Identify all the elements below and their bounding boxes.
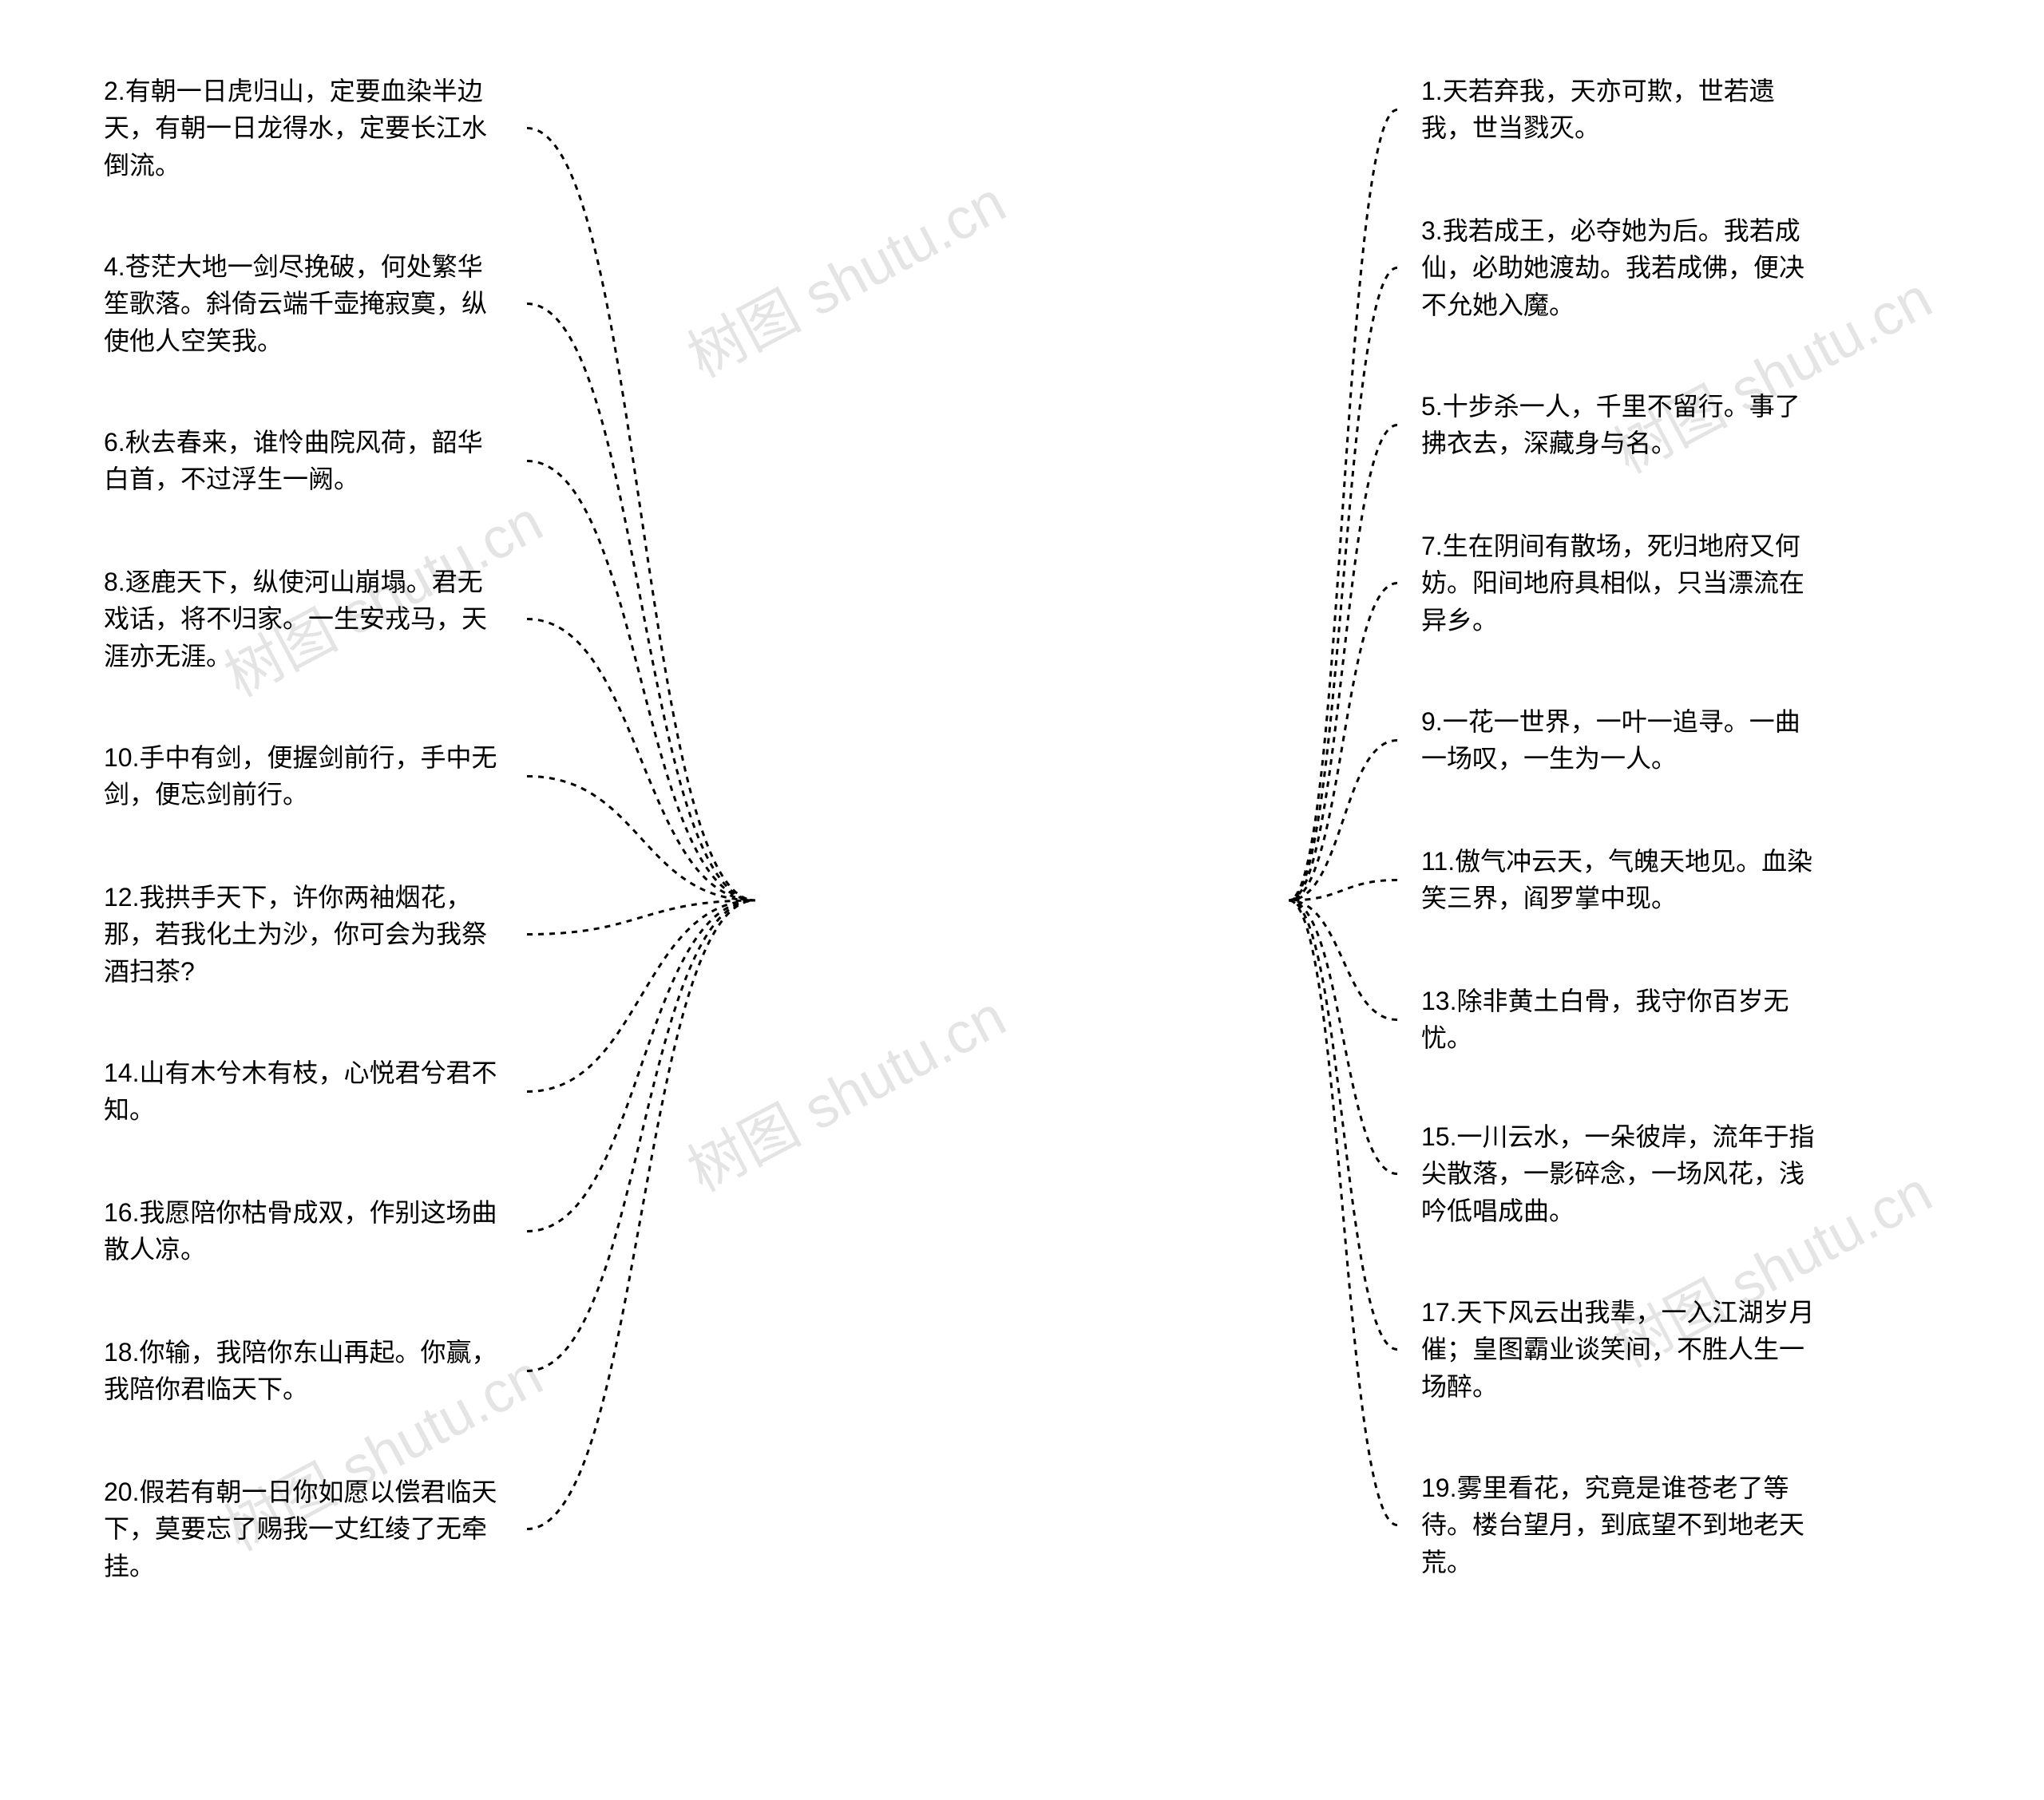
connector: [527, 900, 755, 1529]
node-text: 15.一川云水，一朵彼岸，流年于指尖散落，一影碎念，一场风花，浅吟低唱成曲。: [1421, 1118, 1820, 1229]
node-text: 10.手中有剑，便握剑前行，手中无剑，便忘剑前行。: [104, 739, 503, 813]
connector: [527, 304, 755, 901]
connector: [1289, 425, 1397, 901]
right-node: 3.我若成王，必夺她为后。我若成仙，必助她渡劫。我若成佛，便决不允她入魔。: [1397, 200, 1844, 336]
node-text: 6.秋去春来，谁怜曲院风荷，韶华白首，不过浮生一阙。: [104, 424, 503, 498]
node-text: 4.苍茫大地一剑尽挽破，何处繁华笙歌落。斜倚云端千壶掩寂寞，纵使他人空笑我。: [104, 248, 503, 359]
connector: [1289, 584, 1397, 901]
connector: [527, 900, 755, 935]
right-node: 17.天下风云出我辈，一入江湖岁月催；皇图霸业谈笑间，不胜人生一场醉。: [1397, 1281, 1844, 1418]
node-text: 8.逐鹿天下，纵使河山崩塌。君无戏话，将不归家。一生安戎马，天涯亦无涯。: [104, 564, 503, 675]
node-text: 1.天若弃我，天亦可欺，世若遗我，世当戮灭。: [1421, 73, 1820, 147]
connector: [527, 461, 755, 901]
node-text: 20.假若有朝一日你如愿以偿君临天下，莫要忘了赐我一丈红绫了无牵挂。: [104, 1474, 503, 1584]
right-node: 11.傲气冲云天，气魄天地见。血染笑三界，阎罗掌中现。: [1397, 830, 1844, 930]
connector: [527, 900, 755, 1371]
right-node: 5.十步杀一人，千里不留行。事了拂衣去，深藏身与名。: [1397, 375, 1844, 475]
left-node: 14.山有木兮木有枝，心悦君兮君不知。: [80, 1042, 527, 1141]
right-node: 15.一川云水，一朵彼岸，流年于指尖散落，一影碎念，一场风花，浅吟低唱成曲。: [1397, 1106, 1844, 1242]
connector: [527, 900, 755, 1092]
node-text: 11.傲气冲云天，气魄天地见。血染笑三界，阎罗掌中现。: [1421, 843, 1820, 917]
right-node: 19.雾里看花，究竟是谁苍老了等待。楼台望月，到底望不到地老天荒。: [1397, 1457, 1844, 1593]
node-text: 18.你输，我陪你东山再起。你赢，我陪你君临天下。: [104, 1334, 503, 1408]
node-text: 3.我若成王，必夺她为后。我若成仙，必助她渡劫。我若成佛，便决不允她入魔。: [1421, 212, 1820, 323]
connector: [1289, 741, 1397, 901]
node-text: 9.一花一世界，一叶一追寻。一曲一场叹，一生为一人。: [1421, 703, 1820, 777]
right-node: 13.除非黄土白骨，我守你百岁无忧。: [1397, 970, 1844, 1070]
connector: [527, 900, 755, 1232]
left-node: 20.假若有朝一日你如愿以偿君临天下，莫要忘了赐我一丈红绫了无牵挂。: [80, 1461, 527, 1597]
left-node: 10.手中有剑，便握剑前行，手中无剑，便忘剑前行。: [80, 726, 527, 826]
connector: [1289, 268, 1397, 901]
right-node: 7.生在阴间有散场，死归地府又何妨。阳间地府具相似，只当漂流在异乡。: [1397, 515, 1844, 651]
center-node: 古风霸气潇洒的句子(高冷孤傲的唯美句子): [751, 817, 1293, 984]
right-node: 9.一花一世界，一叶一追寻。一曲一场叹，一生为一人。: [1397, 690, 1844, 790]
connector: [1289, 110, 1397, 901]
node-text: 13.除非黄土白骨，我守你百岁无忧。: [1421, 983, 1820, 1057]
left-node: 6.秋去春来，谁怜曲院风荷，韶华白首，不过浮生一阙。: [80, 411, 527, 511]
left-node: 4.苍茫大地一剑尽挽破，何处繁华笙歌落。斜倚云端千壶掩寂寞，纵使他人空笑我。: [80, 235, 527, 372]
connector: [1289, 900, 1397, 1174]
connector: [1289, 880, 1397, 901]
connector: [1289, 900, 1397, 1020]
node-text: 14.山有木兮木有枝，心悦君兮君不知。: [104, 1054, 503, 1129]
node-text: 5.十步杀一人，千里不留行。事了拂衣去，深藏身与名。: [1421, 388, 1820, 462]
node-text: 2.有朝一日虎归山，定要血染半边天，有朝一日龙得水，定要长江水倒流。: [104, 73, 503, 184]
node-text: 7.生在阴间有散场，死归地府又何妨。阳间地府具相似，只当漂流在异乡。: [1421, 528, 1820, 639]
connector: [1289, 900, 1397, 1350]
connector: [527, 129, 755, 901]
right-node: 1.天若弃我，天亦可欺，世若遗我，世当戮灭。: [1397, 60, 1844, 160]
left-node: 2.有朝一日虎归山，定要血染半边天，有朝一日龙得水，定要长江水倒流。: [80, 60, 527, 196]
connector: [1289, 900, 1397, 1525]
node-text: 12.我拱手天下，许你两袖烟花，那，若我化土为沙，你可会为我祭酒扫茶?: [104, 879, 503, 990]
left-node: 8.逐鹿天下，纵使河山崩塌。君无戏话，将不归家。一生安戎马，天涯亦无涯。: [80, 551, 527, 687]
connector: [527, 777, 755, 901]
node-text: 16.我愿陪你枯骨成双，作别这场曲散人凉。: [104, 1194, 503, 1268]
left-node: 12.我拱手天下，许你两袖烟花，那，若我化土为沙，你可会为我祭酒扫茶?: [80, 866, 527, 1003]
left-node: 16.我愿陪你枯骨成双，作别这场曲散人凉。: [80, 1181, 527, 1281]
node-text: 19.雾里看花，究竟是谁苍老了等待。楼台望月，到底望不到地老天荒。: [1421, 1470, 1820, 1580]
center-text: 古风霸气潇洒的句子(高冷孤傲的唯美句子): [798, 864, 1246, 937]
watermark: 树图 shutu.cn: [671, 156, 1017, 393]
left-node: 18.你输，我陪你东山再起。你赢，我陪你君临天下。: [80, 1321, 527, 1421]
watermark: 树图 shutu.cn: [671, 970, 1017, 1207]
node-text: 17.天下风云出我辈，一入江湖岁月催；皇图霸业谈笑间，不胜人生一场醉。: [1421, 1294, 1820, 1405]
connector: [527, 619, 755, 901]
